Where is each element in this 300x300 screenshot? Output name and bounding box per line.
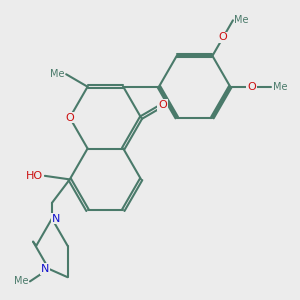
Text: N: N	[52, 214, 61, 224]
Text: Me: Me	[14, 276, 28, 286]
Text: Me: Me	[273, 82, 287, 92]
Text: O: O	[247, 82, 256, 92]
Text: Me: Me	[50, 69, 65, 79]
Text: N: N	[41, 264, 50, 274]
Text: O: O	[65, 112, 74, 123]
Text: O: O	[158, 100, 167, 110]
Text: Me: Me	[234, 15, 249, 25]
Text: O: O	[219, 32, 227, 42]
Text: HO: HO	[26, 171, 43, 181]
